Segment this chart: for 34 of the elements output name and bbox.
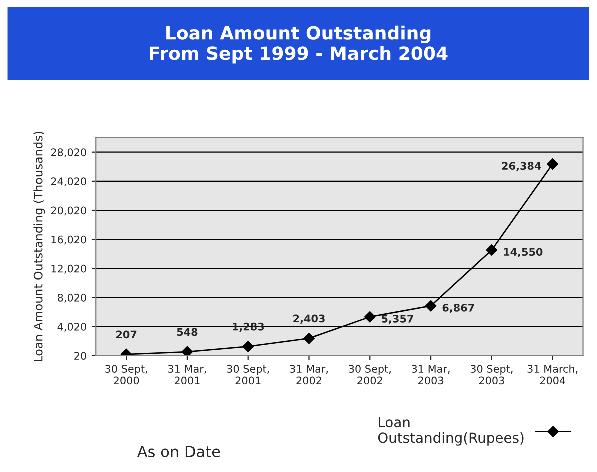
x-tick-label: 30 Sept, 2001 <box>227 365 270 385</box>
y-tick-label: 24,020 <box>51 178 86 187</box>
point <box>242 341 254 352</box>
point <box>425 300 437 312</box>
x-tick-label: 31 Mar, 2003 <box>412 365 450 385</box>
x-tick-label: 31 Mar, 2001 <box>168 365 206 385</box>
point <box>304 332 315 344</box>
point <box>182 346 194 356</box>
y-tick-label: 12,020 <box>52 264 86 274</box>
y-tick-label: 4,020 <box>58 323 86 332</box>
data-label: 2,403 <box>294 314 325 324</box>
data-label: 5,357 <box>382 315 414 324</box>
y-tick-label: 16,020 <box>52 236 86 245</box>
y-tick-label: 28,020 <box>51 148 86 158</box>
x-tick-label: 31 March, 2004 <box>528 364 578 385</box>
y-tick-label: 20,020 <box>51 206 86 216</box>
y-tick-label: 8,020 <box>58 294 86 303</box>
x-axis-title: As on Date <box>137 446 220 458</box>
y-axis-title: Loan Amount Outstanding (Thousands) <box>34 132 46 362</box>
point <box>547 158 558 170</box>
y-tick-label: 20 <box>74 352 86 360</box>
x-tick-label: 30 Sept, 2000 <box>106 365 148 385</box>
legend-label: Loan Outstanding(Rupees) <box>378 417 524 446</box>
data-label: 14,550 <box>504 248 543 258</box>
data-label: 26,384 <box>502 162 542 172</box>
point <box>364 311 376 323</box>
x-tick-label: 31 Mar, 2002 <box>290 365 328 385</box>
x-tick-label: 30 Sept, 2003 <box>470 365 513 385</box>
point <box>486 244 498 256</box>
x-tick-label: 30 Sept, 2002 <box>349 365 391 385</box>
chart-title: Loan Amount Outstanding From Sept 1999 - March 2004 <box>150 26 448 64</box>
data-label: 548 <box>177 328 198 336</box>
data-label: 6,867 <box>442 304 474 314</box>
data-label: 207 <box>116 330 137 339</box>
